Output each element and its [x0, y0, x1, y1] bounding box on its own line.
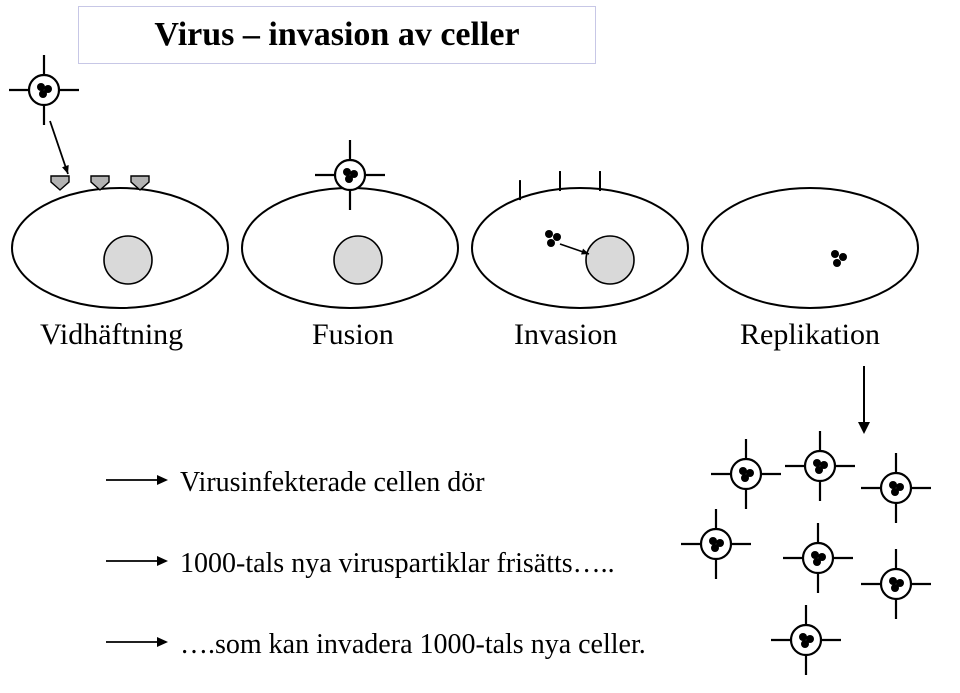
cell [702, 188, 918, 308]
arrow-approach [50, 121, 68, 174]
virus-icon [783, 523, 853, 593]
virus-icon [711, 439, 781, 509]
virus-icon [9, 55, 79, 125]
diagram-canvas [0, 0, 960, 693]
virus-icon [861, 453, 931, 523]
cell [472, 171, 688, 308]
virus-icon [771, 605, 841, 675]
receptor-icon [51, 176, 69, 190]
virus-icon [785, 431, 855, 501]
virus-icon [861, 549, 931, 619]
virus-icon [681, 509, 751, 579]
cell [12, 176, 228, 308]
